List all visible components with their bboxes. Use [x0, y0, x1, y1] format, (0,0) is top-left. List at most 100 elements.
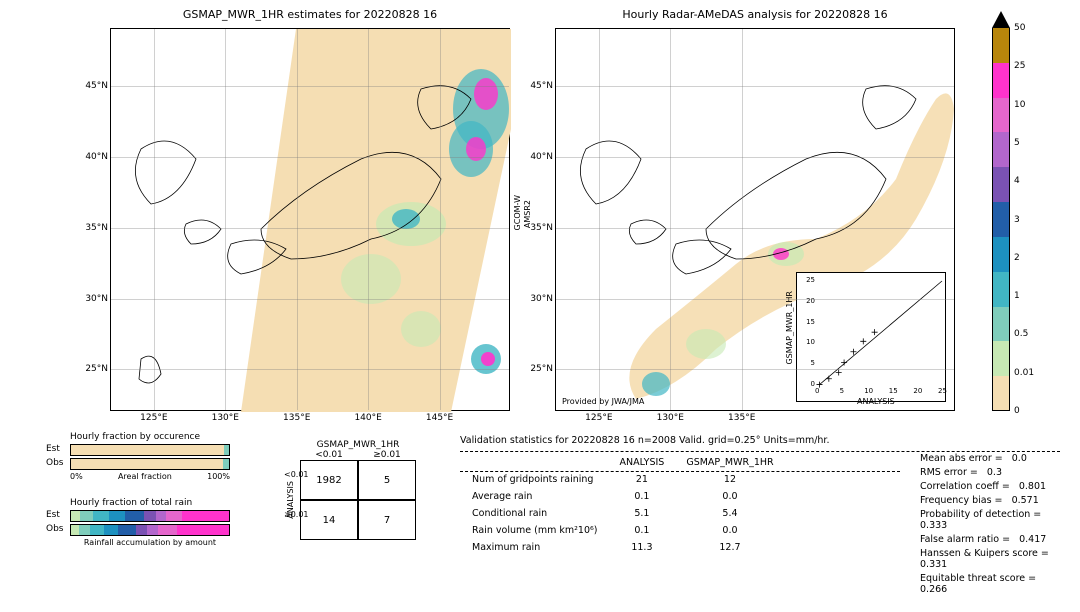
metric-row: Frequency bias = 0.571: [920, 495, 1070, 506]
lat-tick: 25°N: [85, 364, 111, 374]
colorbar-tick: 0: [1014, 406, 1020, 416]
left-map: 25°N30°N35°N40°N45°N125°E130°E135°E140°E…: [110, 28, 510, 411]
metric-row: Hanssen & Kuipers score = 0.331: [920, 548, 1070, 570]
total-obs-bar: [70, 524, 230, 536]
colorbar-seg: [992, 307, 1010, 342]
occ-obs-bar: [70, 458, 230, 470]
ct-header: GSMAP_MWR_1HR: [300, 440, 416, 450]
stats-row: Rain volume (mm km²10⁶)0.10.0: [462, 523, 784, 538]
colorbar-tick: 25: [1014, 61, 1025, 71]
scatter-ytick: 0: [811, 380, 815, 388]
colorbar-seg: [992, 237, 1010, 272]
total-obs-label: Obs: [46, 524, 64, 534]
occ-obs-label: Obs: [46, 458, 64, 468]
scatter-xtick: 5: [840, 387, 844, 395]
scatter-inset: 00551010151520202525ANALYSIS: [796, 272, 946, 402]
stats-row: Maximum rain11.312.7: [462, 540, 784, 555]
stats-header: Validation statistics for 20220828 16 n=…: [460, 435, 1070, 446]
occ-est-bar: [70, 444, 230, 456]
metric-row: RMS error = 0.3: [920, 467, 1070, 478]
occ-axis-title: Areal fraction: [118, 472, 172, 481]
scatter-ytick: 25: [806, 276, 815, 284]
colorbar-tick: 1: [1014, 291, 1020, 301]
colorbar-tick: 5: [1014, 138, 1020, 148]
metric-row: Correlation coeff = 0.801: [920, 481, 1070, 492]
lon-tick: 125°E: [585, 410, 612, 423]
colorbar-tick: 4: [1014, 176, 1020, 186]
colorbar-seg: [992, 28, 1010, 63]
lat-tick: 40°N: [530, 152, 556, 162]
scatter-ytick: 10: [806, 338, 815, 346]
colorbar-tick: 0.01: [1014, 368, 1034, 378]
total-subtitle: Rainfall accumulation by amount: [70, 538, 230, 547]
left-map-title: GSMAP_MWR_1HR estimates for 20220828 16: [110, 8, 510, 21]
lon-tick: 135°E: [283, 410, 310, 423]
stats-col1: ANALYSIS: [610, 455, 675, 470]
scatter-svg: [797, 273, 947, 403]
colorbar-tick: 2: [1014, 253, 1020, 263]
ct-01: 5: [358, 460, 416, 500]
metric-row: Equitable threat score = 0.266: [920, 573, 1070, 595]
scatter-ylabel: GSMAP_MWR_1HR: [785, 291, 794, 365]
right-map: Provided by JWA/JMA 00551010151520202525…: [555, 28, 955, 411]
metric-row: False alarm ratio = 0.417: [920, 534, 1070, 545]
colorbar-seg: [992, 167, 1010, 202]
metric-row: Mean abs error = 0.0: [920, 453, 1070, 464]
colorbar-seg: [992, 98, 1010, 133]
scatter-xtick: 20: [913, 387, 922, 395]
lon-tick: 130°E: [657, 410, 684, 423]
lat-tick: 35°N: [530, 223, 556, 233]
occ-axis-left: 0%: [70, 472, 83, 481]
lon-tick: 140°E: [354, 410, 381, 423]
stats-row: Average rain0.10.0: [462, 489, 784, 504]
colorbar-arrow-icon: [991, 10, 1011, 30]
total-title: Hourly fraction of total rain: [70, 498, 192, 508]
ct-col1: <0.01: [300, 450, 358, 460]
lon-tick: 130°E: [212, 410, 239, 423]
scatter-xtick: 15: [889, 387, 898, 395]
occ-est-label: Est: [46, 444, 60, 454]
stats-table: ANALYSISGSMAP_MWR_1HR Num of gridpoints …: [460, 453, 786, 557]
metrics-block: Mean abs error = 0.0 RMS error = 0.3 Corre…: [920, 453, 1070, 598]
colorbar-seg: [992, 202, 1010, 237]
scatter-xtick: 0: [815, 387, 819, 395]
provider-note: Provided by JWA/JMA: [562, 397, 644, 406]
contingency-table: GSMAP_MWR_1HR <0.01 ≥0.01 ANALYSIS 1982 …: [280, 440, 416, 540]
total-bars: Est Obs Rainfall accumulation by amount: [70, 510, 230, 547]
sat-label-1: GCOM-W: [513, 195, 522, 230]
metric-row: Probability of detection = 0.333: [920, 509, 1070, 531]
scatter-xtick: 10: [864, 387, 873, 395]
lat-tick: 25°N: [530, 364, 556, 374]
stats-dash2: [460, 471, 900, 472]
colorbar-seg: [992, 132, 1010, 167]
lat-tick: 35°N: [85, 223, 111, 233]
scatter-ytick: 15: [806, 318, 815, 326]
lon-tick: 125°E: [140, 410, 167, 423]
occ-axis-right: 100%: [207, 472, 230, 481]
stats-row: Num of gridpoints raining2112: [462, 472, 784, 487]
lon-tick: 135°E: [728, 410, 755, 423]
colorbar-tick: 10: [1014, 100, 1025, 110]
ct-11: 7: [358, 500, 416, 540]
total-est-bar: [70, 510, 230, 522]
ct-row2: ≥0.01: [284, 510, 309, 519]
lat-tick: 40°N: [85, 152, 111, 162]
colorbar-tick: 0.5: [1014, 329, 1028, 339]
colorbar-tick: 50: [1014, 23, 1025, 33]
stats-block: Validation statistics for 20220828 16 n=…: [460, 435, 1070, 446]
right-map-title: Hourly Radar-AMeDAS analysis for 2022082…: [555, 8, 955, 21]
colorbar-seg: [992, 376, 1010, 411]
colorbar-tick: 3: [1014, 215, 1020, 225]
lon-tick: 145°E: [426, 410, 453, 423]
ct-00: 1982: [300, 460, 358, 500]
colorbar-seg: [992, 272, 1010, 307]
ct-row1: <0.01: [284, 470, 309, 479]
occ-title: Hourly fraction by occurence: [70, 432, 200, 442]
occ-bars: Est Obs 0% Areal fraction 100%: [70, 444, 230, 481]
colorbar-seg: [992, 341, 1010, 376]
ct-col2: ≥0.01: [358, 450, 416, 460]
stats-row: Conditional rain5.15.4: [462, 506, 784, 521]
scatter-ytick: 5: [811, 359, 815, 367]
stats-col2: GSMAP_MWR_1HR: [676, 455, 783, 470]
lat-tick: 45°N: [85, 81, 111, 91]
